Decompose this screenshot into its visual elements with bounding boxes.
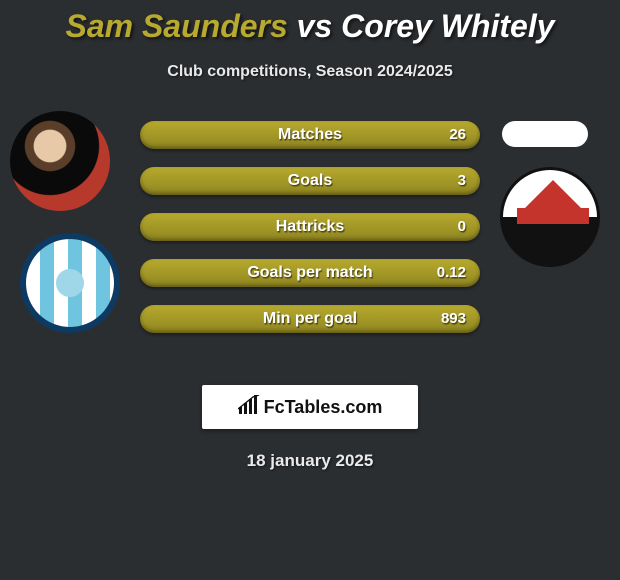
stat-value: 893 [441, 305, 466, 333]
stat-label: Hattricks [140, 213, 480, 241]
player2-avatar [502, 121, 588, 147]
date-line: 18 january 2025 [0, 451, 620, 471]
stat-row: Goals per match0.12 [140, 259, 480, 287]
stat-value: 3 [458, 167, 466, 195]
title-player2: Corey Whitely [341, 8, 554, 44]
stat-label: Goals [140, 167, 480, 195]
subtitle: Club competitions, Season 2024/2025 [0, 63, 620, 81]
player1-club-badge [20, 233, 120, 333]
stat-label: Min per goal [140, 305, 480, 333]
stat-row: Hattricks0 [140, 213, 480, 241]
stat-value: 0.12 [437, 259, 466, 287]
stat-label: Goals per match [140, 259, 480, 287]
brand-text: FcTables.com [264, 397, 383, 418]
title-player1: Sam Saunders [65, 8, 287, 44]
title-vs: vs [297, 8, 333, 44]
stat-value: 26 [449, 121, 466, 149]
brand-box[interactable]: FcTables.com [202, 385, 418, 429]
stat-value: 0 [458, 213, 466, 241]
player1-avatar [10, 111, 110, 211]
player2-club-badge [500, 167, 600, 267]
page-title: Sam Saunders vs Corey Whitely [0, 0, 620, 45]
stat-label: Matches [140, 121, 480, 149]
bar-chart-icon [238, 395, 260, 420]
stat-row: Min per goal893 [140, 305, 480, 333]
stats-bars: Matches26 Goals3 Hattricks0 Goals per match… [140, 121, 480, 351]
stat-row: Matches26 [140, 121, 480, 149]
stat-row: Goals3 [140, 167, 480, 195]
compare-area: Matches26 Goals3 Hattricks0 Goals per match… [0, 111, 620, 371]
